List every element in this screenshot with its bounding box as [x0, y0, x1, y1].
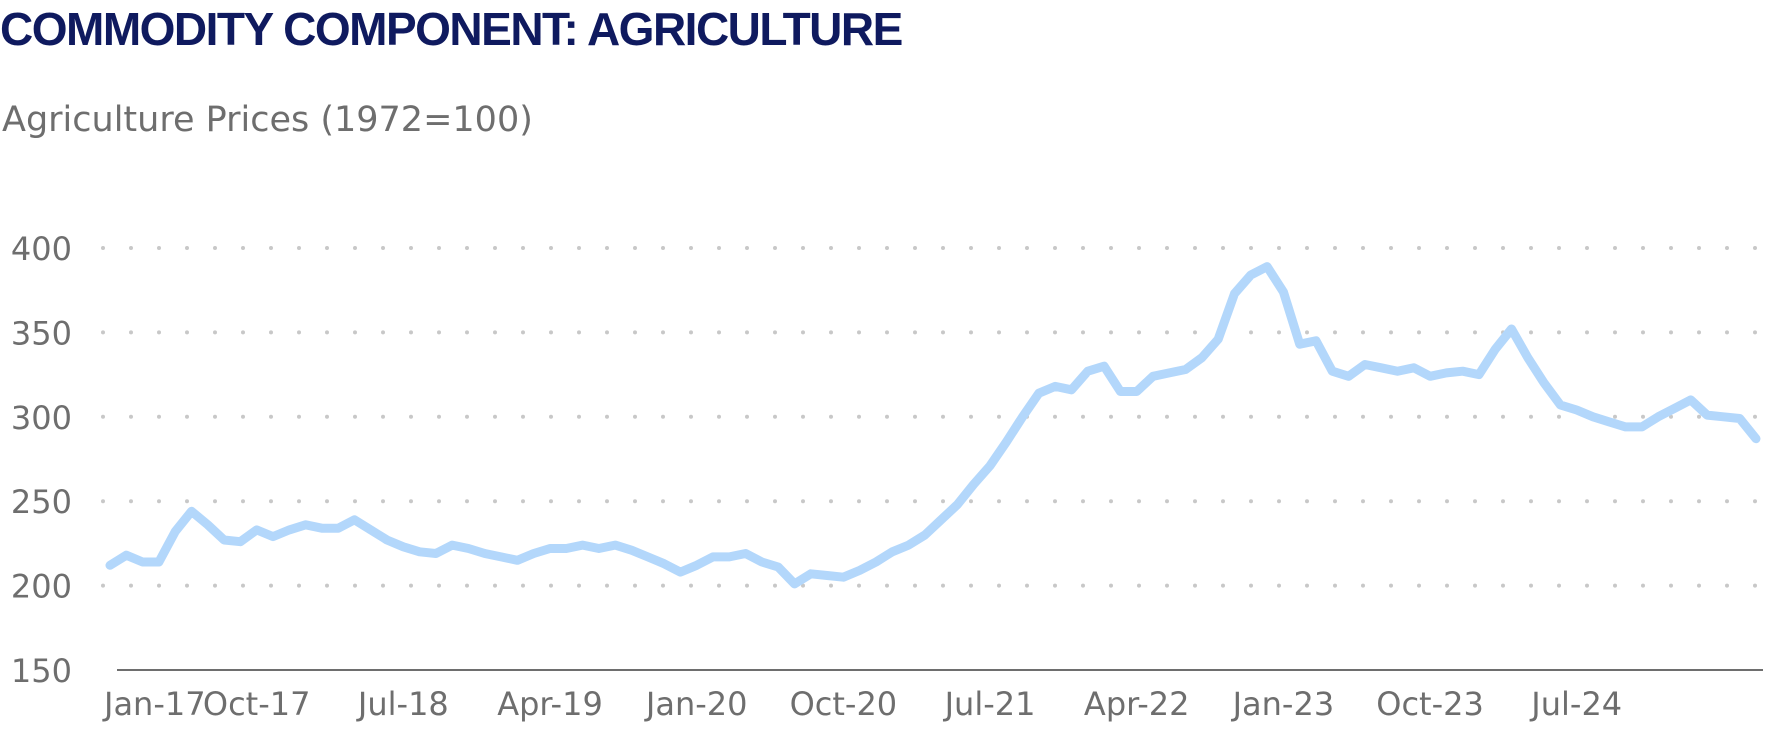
y-tick-label: 300: [11, 399, 72, 437]
series-line: [105, 262, 1761, 589]
x-tick-label: Jul-18: [356, 685, 449, 723]
x-tick-label: Jan-17: [102, 685, 206, 723]
x-tick-label: Oct-17: [203, 685, 311, 723]
gridlines: [101, 246, 1767, 588]
series-layer: [105, 262, 1761, 589]
y-axis-tick-labels: 400 350 300 250 200 150: [11, 230, 72, 690]
y-tick-label: 350: [11, 314, 72, 352]
x-tick-label: Apr-22: [1084, 685, 1190, 723]
x-tick-label: Oct-23: [1376, 685, 1484, 723]
chart-title: COMMODITY COMPONENT: AGRICULTURE: [0, 3, 903, 55]
x-tick-label: Jul-21: [943, 685, 1036, 723]
chart-subtitle: Agriculture Prices (1972=100): [2, 100, 533, 140]
x-tick-label: Jul-24: [1529, 685, 1622, 723]
x-tick-label: Apr-19: [497, 685, 603, 723]
x-tick-label: Jan-20: [644, 685, 748, 723]
y-tick-label: 400: [11, 230, 72, 268]
y-tick-label: 150: [11, 652, 72, 690]
x-tick-label: Oct-20: [790, 685, 898, 723]
y-tick-label: 250: [11, 483, 72, 521]
y-tick-label: 200: [11, 568, 72, 606]
x-tick-label: Jan-23: [1231, 685, 1335, 723]
